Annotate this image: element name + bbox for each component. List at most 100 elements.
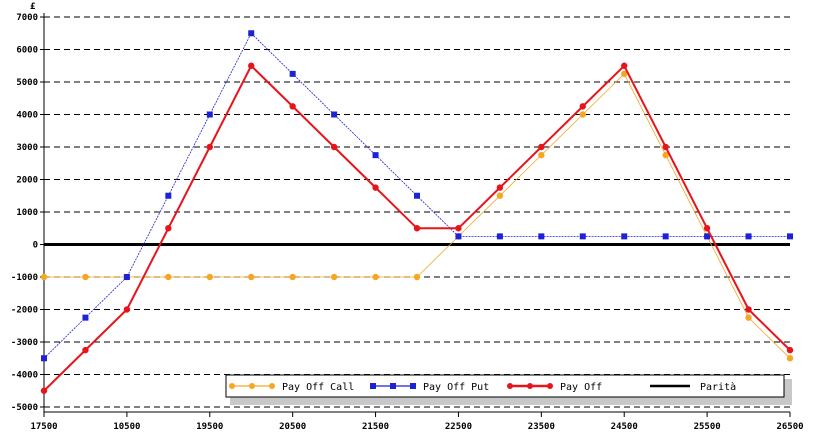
x-tick-label: 20500	[279, 422, 306, 432]
y-tick-label: 5000	[16, 78, 38, 88]
x-tick-label: 19500	[196, 422, 223, 432]
data-point	[40, 273, 48, 281]
legend-marker	[410, 383, 416, 389]
data-point	[289, 103, 296, 110]
data-point	[745, 306, 752, 313]
y-tick-label: 2000	[16, 176, 38, 186]
data-point	[704, 233, 711, 240]
data-point	[206, 143, 213, 151]
legend-marker	[370, 383, 376, 389]
data-point	[123, 306, 131, 313]
data-point	[165, 273, 172, 281]
data-point	[289, 273, 296, 281]
data-point	[330, 143, 338, 151]
data-point	[165, 192, 172, 199]
data-point	[372, 273, 379, 281]
data-point	[662, 143, 669, 151]
data-point	[372, 152, 379, 159]
legend-item: Parità	[650, 381, 736, 393]
data-point	[455, 233, 462, 240]
y-tick-label: -3000	[11, 338, 38, 348]
data-point	[165, 225, 172, 232]
y-tick-labels: 7000 6000 5000 4000 3000 2000 1000 0 -1000 -2000 -…	[11, 13, 44, 413]
y-tick-label: 4000	[16, 111, 38, 121]
legend-item: Pay Off Call	[229, 382, 354, 393]
data-point	[496, 233, 503, 240]
y-tick-label: 7000	[16, 13, 38, 23]
data-point	[745, 233, 752, 240]
legend-marker	[249, 383, 255, 389]
data-point	[496, 192, 504, 199]
x-tick-label: 24500	[611, 422, 638, 432]
data-point	[413, 273, 421, 281]
data-point	[745, 314, 752, 321]
legend-marker	[229, 383, 235, 389]
legend-marker	[390, 383, 396, 389]
data-point	[786, 346, 794, 354]
legend-label: Parità	[700, 381, 736, 393]
legend-box	[225, 374, 785, 398]
series-1	[41, 30, 793, 362]
y-tick-label: -2000	[11, 306, 38, 316]
legend-marker	[527, 383, 533, 389]
x-tick-label: 10500	[113, 422, 140, 432]
data-point	[621, 62, 628, 69]
data-point	[538, 151, 545, 159]
data-point	[538, 233, 545, 240]
x-tick-label: 26500	[776, 422, 803, 432]
data-point	[703, 225, 711, 232]
legend-marker	[507, 383, 513, 389]
data-point	[248, 273, 255, 281]
x-tick-label: 25500	[694, 422, 721, 432]
y-tick-label: -5000	[11, 403, 38, 413]
data-point	[579, 103, 586, 110]
grid-lines	[44, 16, 790, 408]
data-point	[41, 355, 47, 362]
data-point	[414, 192, 420, 199]
x-tick-label: 22500	[445, 422, 472, 432]
data-point	[248, 30, 255, 37]
data-point	[579, 111, 586, 118]
y-axis-unit-label: £	[30, 2, 35, 12]
data-point	[372, 184, 379, 191]
data-point	[248, 62, 255, 69]
data-point	[455, 225, 462, 232]
data-point	[206, 273, 213, 281]
data-point	[206, 111, 213, 118]
legend-marker	[269, 383, 275, 389]
legend-item: Pay Off Put	[370, 382, 489, 393]
data-point	[621, 233, 628, 240]
x-tick-label: 23500	[528, 422, 555, 432]
data-point	[786, 355, 794, 362]
series-0	[40, 70, 794, 362]
data-point	[289, 70, 296, 77]
data-point	[40, 387, 48, 394]
legend-label: Pay Off Put	[423, 382, 489, 393]
data-point	[496, 184, 504, 191]
data-point	[662, 151, 669, 159]
x-tick-label: 21500	[362, 422, 389, 432]
data-point	[538, 143, 545, 151]
legend-label: Pay Off	[560, 382, 602, 393]
data-point	[662, 233, 669, 240]
y-tick-label: 1000	[16, 208, 38, 218]
series-line	[44, 73, 791, 359]
legend: Pay Off Call Pay Off Put Pay Off Parità	[225, 374, 792, 405]
y-tick-label: -1000	[11, 273, 38, 283]
y-tick-label: 0	[33, 241, 38, 251]
x-tick-labels: 17500 10500 19500 20500 21500 22500 23500 24500…	[30, 412, 804, 432]
y-tick-label: 3000	[16, 143, 38, 153]
y-tick-label: 6000	[16, 46, 38, 56]
data-point	[330, 273, 338, 281]
x-tick-label: 17500	[30, 422, 57, 432]
data-point	[331, 111, 338, 118]
legend-label: Pay Off Call	[282, 382, 354, 393]
series-2	[40, 62, 794, 394]
legend-marker	[547, 383, 553, 389]
y-tick-label: -4000	[11, 371, 38, 381]
data-point	[82, 346, 89, 354]
data-point	[787, 233, 793, 240]
data-point	[123, 274, 130, 280]
legend-item: Pay Off	[507, 382, 602, 393]
